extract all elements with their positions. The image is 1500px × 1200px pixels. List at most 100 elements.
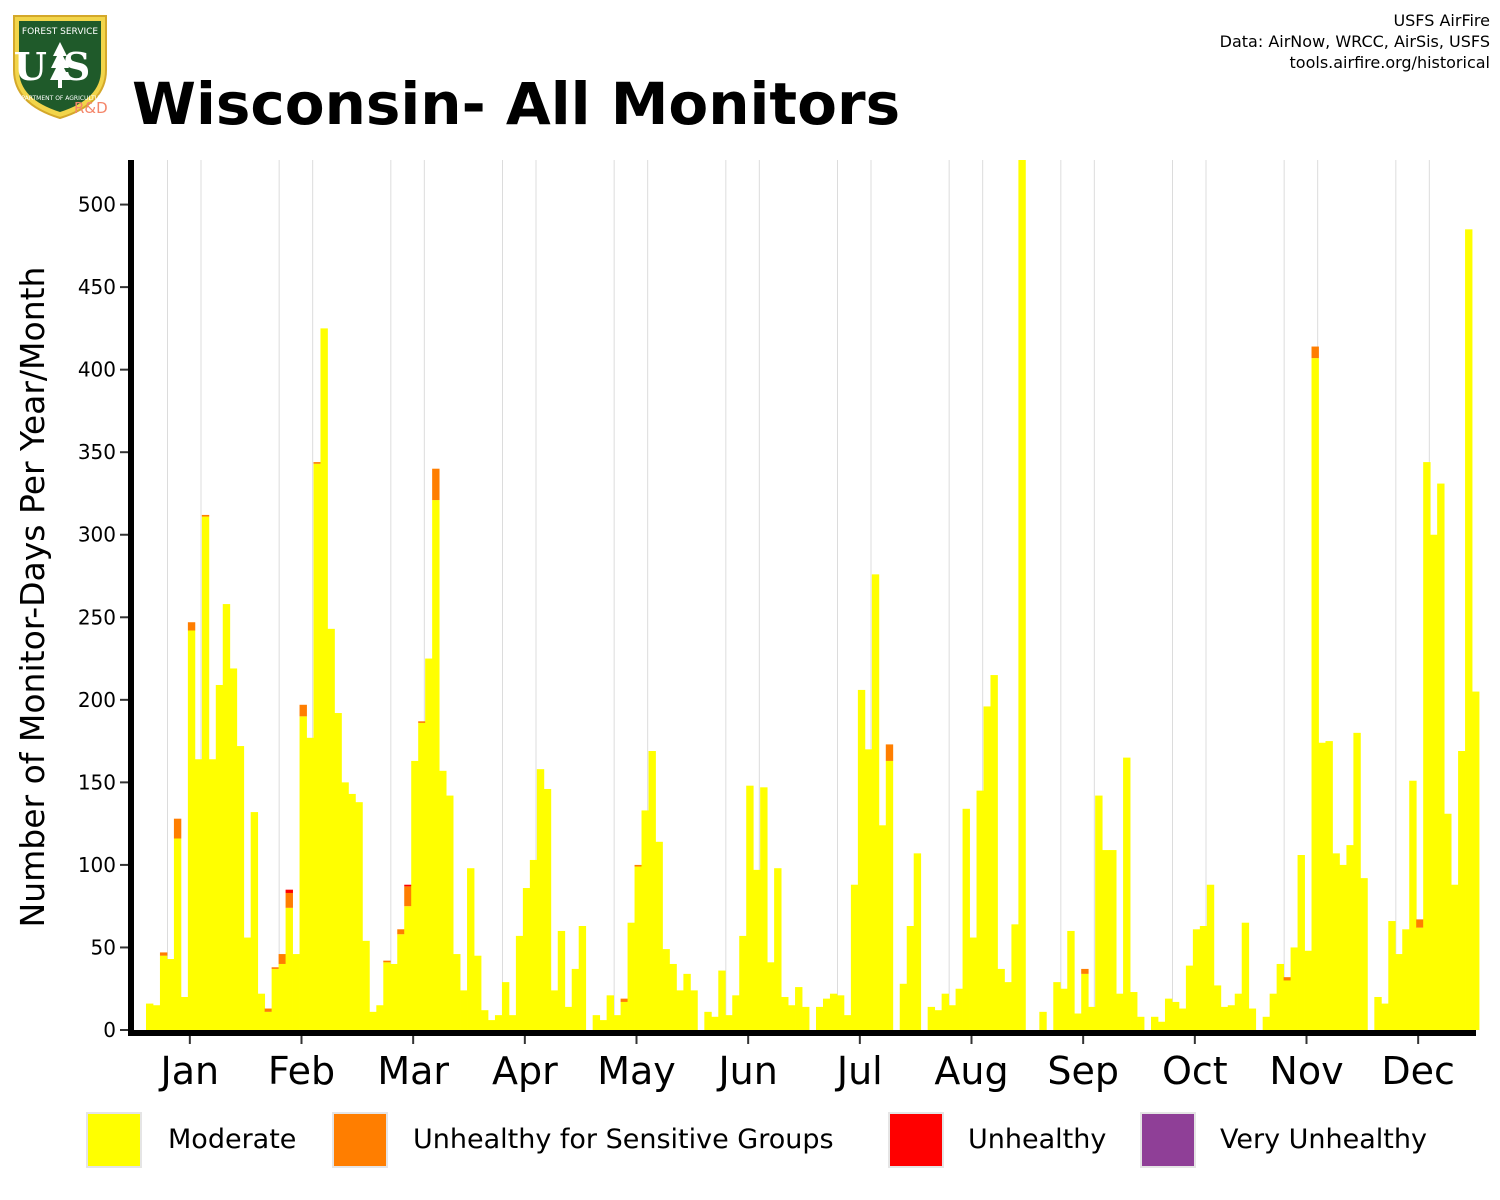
- bar-moderate: [746, 785, 754, 1030]
- bar-moderate: [1416, 927, 1424, 1030]
- bar-moderate: [1388, 921, 1396, 1030]
- bar-moderate: [1137, 1016, 1145, 1030]
- bar-moderate: [962, 808, 970, 1030]
- legend-swatch-very-unhealthy: [1140, 1112, 1196, 1168]
- bar-moderate: [1353, 732, 1361, 1030]
- bar-usg: [383, 960, 391, 963]
- bar-moderate: [1185, 965, 1194, 1030]
- bar-moderate: [1290, 947, 1298, 1030]
- bar-usg: [285, 892, 293, 908]
- bar-moderate: [864, 749, 873, 1030]
- bar-moderate: [1199, 925, 1208, 1030]
- bar-moderate: [613, 1015, 621, 1030]
- bar-moderate: [271, 968, 280, 1030]
- bar-moderate: [760, 787, 768, 1030]
- bar-moderate: [1088, 1006, 1096, 1030]
- logo-text-top: FOREST SERVICE: [22, 27, 99, 37]
- bar-moderate: [411, 760, 419, 1030]
- bar-moderate: [1192, 929, 1201, 1030]
- bar-moderate: [802, 1006, 810, 1030]
- bar-usg: [1081, 968, 1089, 974]
- bar-moderate: [1444, 813, 1452, 1030]
- bar-moderate: [1374, 996, 1382, 1030]
- bar-moderate: [264, 1011, 273, 1030]
- bar-moderate: [474, 955, 482, 1030]
- bar-moderate: [836, 995, 845, 1030]
- bar-moderate: [201, 516, 210, 1030]
- x-tick-label: Oct: [1162, 1049, 1228, 1093]
- bar-moderate: [1157, 1021, 1166, 1030]
- bar-usg: [1283, 977, 1291, 981]
- bar-moderate: [1130, 992, 1138, 1030]
- bar-moderate: [1018, 160, 1026, 1030]
- bar-moderate: [732, 995, 740, 1030]
- bar-moderate: [1227, 1005, 1236, 1030]
- y-tick-label: 150: [78, 770, 116, 794]
- x-tick-label: Jun: [716, 1049, 777, 1093]
- bar-moderate: [606, 995, 615, 1030]
- bar-moderate: [460, 990, 468, 1030]
- credit-line: tools.airfire.org/historical: [1289, 53, 1490, 72]
- bar-moderate: [983, 706, 991, 1030]
- bar-moderate: [795, 987, 803, 1030]
- bar-moderate: [941, 993, 950, 1030]
- bar-moderate: [383, 962, 391, 1030]
- bar-moderate: [885, 760, 894, 1030]
- bar-moderate: [1116, 993, 1124, 1030]
- y-tick-label: 200: [78, 688, 116, 712]
- bar-moderate: [1109, 850, 1117, 1030]
- legend-label-unhealthy: Unhealthy: [968, 1124, 1107, 1155]
- bar-moderate: [627, 922, 635, 1030]
- x-tick-label: May: [597, 1049, 676, 1093]
- bar-moderate: [1339, 864, 1347, 1030]
- bar-moderate: [1395, 954, 1403, 1030]
- bar-moderate: [899, 983, 908, 1030]
- x-tick-label: Sep: [1047, 1049, 1119, 1093]
- y-tick-label: 50: [91, 935, 116, 959]
- x-tick-label: Feb: [268, 1049, 335, 1093]
- bar-moderate: [453, 954, 461, 1030]
- bar-moderate: [229, 668, 238, 1030]
- bar-unhealthy: [285, 889, 293, 893]
- bar-moderate: [704, 1011, 712, 1030]
- bar-moderate: [487, 1020, 496, 1030]
- bar-moderate: [1269, 993, 1278, 1030]
- bar-moderate: [1102, 850, 1110, 1030]
- bar-moderate: [1004, 982, 1012, 1030]
- bar-moderate: [669, 963, 677, 1030]
- bar-moderate: [578, 925, 587, 1030]
- bar-moderate: [1430, 534, 1438, 1030]
- y-tick-label: 100: [78, 853, 116, 877]
- bar-moderate: [1304, 950, 1312, 1030]
- chart-title: Wisconsin- All Monitors: [132, 70, 901, 138]
- x-tick-label: Jan: [159, 1049, 220, 1093]
- bar-moderate: [1325, 741, 1333, 1030]
- bar-moderate: [1151, 1016, 1159, 1030]
- bar-moderate: [208, 759, 217, 1030]
- bar-moderate: [146, 1003, 154, 1030]
- x-tick-label: Mar: [377, 1049, 449, 1093]
- x-tick-label: Jul: [835, 1049, 883, 1093]
- bar-moderate: [1060, 988, 1068, 1030]
- bar-moderate: [1011, 924, 1019, 1030]
- bar-moderate: [397, 934, 405, 1030]
- bar-moderate: [522, 888, 531, 1030]
- bar-moderate: [662, 949, 670, 1030]
- bar-moderate: [1220, 1006, 1229, 1030]
- bar-moderate: [334, 713, 342, 1030]
- bar-moderate: [843, 1015, 852, 1030]
- legend-label-usg: Unhealthy for Sensitive Groups: [413, 1124, 834, 1155]
- bar-moderate: [739, 935, 747, 1030]
- bar-usg: [1311, 346, 1319, 359]
- bars: [146, 160, 1480, 1031]
- bar-moderate: [1423, 462, 1431, 1030]
- bar-moderate: [425, 658, 433, 1030]
- bar-moderate: [439, 770, 447, 1030]
- bar-usg: [159, 952, 168, 956]
- bar-usg: [1416, 919, 1424, 928]
- bar-moderate: [194, 759, 203, 1030]
- bar-moderate: [1276, 963, 1285, 1030]
- bar-moderate: [1213, 985, 1222, 1030]
- bar-moderate: [850, 884, 859, 1030]
- bar-moderate: [292, 954, 300, 1030]
